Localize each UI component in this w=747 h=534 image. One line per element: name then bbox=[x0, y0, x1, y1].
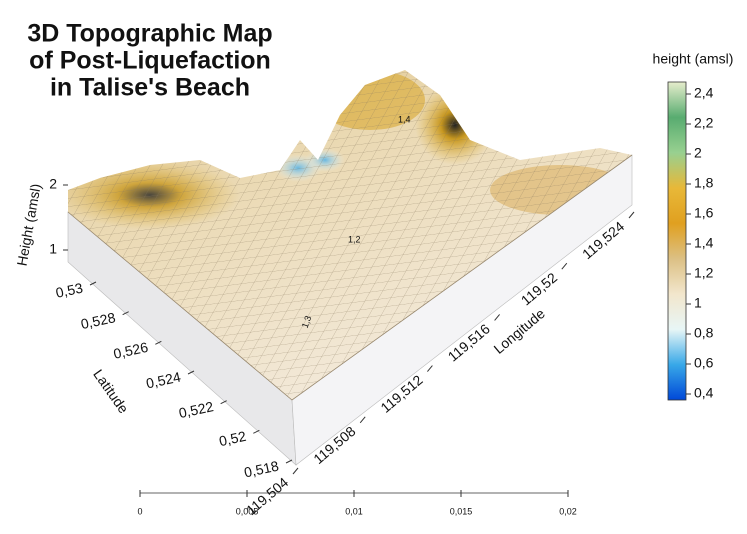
colorbar-tick-label: 2,2 bbox=[694, 115, 714, 131]
chart-title: in Talise's Beach bbox=[50, 74, 250, 102]
x-tick bbox=[427, 365, 433, 372]
z-tick-label: 2 bbox=[49, 176, 57, 192]
colorbar-label: height (amsl) bbox=[653, 51, 734, 67]
x-tick bbox=[561, 262, 568, 270]
colorbar-tick-label: 1,4 bbox=[694, 235, 714, 251]
colorbar-tick-label: 0,4 bbox=[694, 385, 714, 401]
y-tick-label: 0,526 bbox=[112, 339, 150, 362]
y-tick bbox=[220, 400, 227, 405]
y-tick-label: 0,52 bbox=[218, 428, 248, 449]
x-tick bbox=[359, 416, 366, 424]
colorbar-tick-label: 1,8 bbox=[694, 175, 714, 191]
x-tick bbox=[292, 467, 299, 475]
colorbar-tick-label: 0,8 bbox=[694, 325, 714, 341]
z-tick-label: 1 bbox=[49, 241, 57, 257]
x-tick bbox=[494, 314, 500, 321]
y-tick bbox=[155, 340, 162, 345]
scale-tick-label: 0,02 bbox=[559, 506, 577, 516]
y-tick-label: 0,528 bbox=[79, 309, 117, 332]
chart-title: 3D Topographic Map bbox=[27, 20, 272, 48]
contour-label: 1,2 bbox=[348, 234, 361, 244]
scale-tick-label: 0 bbox=[137, 506, 142, 516]
y-tick bbox=[122, 311, 129, 316]
y-tick-label: 0,53 bbox=[54, 279, 84, 300]
scale-tick-label: 0,005 bbox=[236, 506, 259, 516]
x-tick bbox=[628, 211, 635, 219]
colorbar-tick-label: 1 bbox=[694, 295, 702, 311]
colorbar-tick-label: 0,6 bbox=[694, 355, 714, 371]
y-tick bbox=[285, 459, 293, 464]
y-tick-label: 0,522 bbox=[177, 398, 215, 421]
surface-box bbox=[67, 70, 633, 466]
y-tick bbox=[89, 281, 97, 286]
colorbar-tick-label: 1,2 bbox=[694, 265, 714, 281]
colorbar-tick-label: 2 bbox=[694, 145, 702, 161]
contour-label: 1,3 bbox=[300, 314, 314, 329]
chart-title: of Post-Liquefaction bbox=[29, 47, 271, 75]
y-tick-label: 0,524 bbox=[145, 368, 183, 391]
scale-tick-label: 0,015 bbox=[450, 506, 473, 516]
y-tick-label: 0,518 bbox=[243, 457, 281, 480]
colorbar-tick-label: 1,6 bbox=[694, 205, 714, 221]
z-axis-label: Height (amsl) bbox=[14, 182, 44, 267]
y-tick bbox=[187, 370, 195, 375]
colorbar bbox=[667, 81, 687, 401]
y-tick bbox=[253, 429, 260, 434]
contour-label: 1,4 bbox=[398, 114, 411, 124]
x-axis-label: Longitude bbox=[490, 305, 548, 357]
colorbar-tick-label: 2,4 bbox=[694, 85, 714, 101]
scale-tick-label: 0,01 bbox=[345, 506, 363, 516]
y-axis-label: Latitude bbox=[90, 366, 132, 416]
